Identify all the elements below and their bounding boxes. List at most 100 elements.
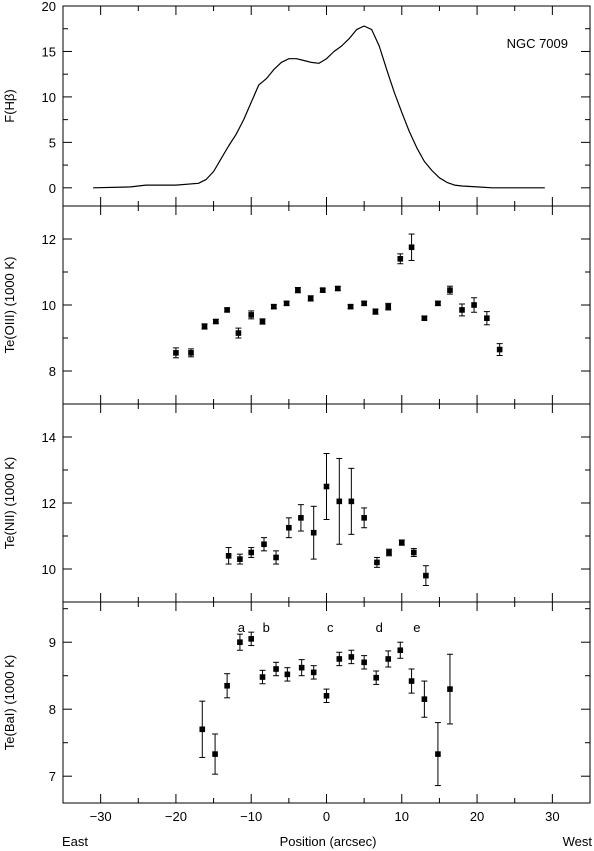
y-axis-label: F(Hβ) <box>2 89 17 122</box>
data-point <box>294 287 301 294</box>
y-tick-label: 8 <box>49 702 56 717</box>
data-point <box>397 253 404 265</box>
data-marker <box>284 671 291 678</box>
figure-label: NGC 7009 <box>507 36 568 51</box>
x-tick-label: 20 <box>470 809 484 824</box>
y-tick-label: 20 <box>42 0 56 14</box>
data-marker <box>224 682 230 689</box>
y-tick-label: 5 <box>49 135 56 150</box>
data-marker <box>235 330 242 336</box>
data-point <box>372 308 379 315</box>
data-marker <box>408 678 415 684</box>
data-marker <box>397 256 404 262</box>
data-point <box>236 553 243 565</box>
data-marker <box>336 656 343 662</box>
data-marker <box>447 287 453 293</box>
y-tick-label: 9 <box>49 635 56 650</box>
data-point <box>348 649 355 665</box>
data-marker <box>310 529 317 536</box>
data-marker <box>435 300 441 307</box>
flux-curve <box>93 25 545 189</box>
data-point <box>248 310 255 320</box>
data-point <box>248 547 255 558</box>
data-point <box>336 457 343 545</box>
data-marker <box>397 647 404 654</box>
data-point <box>298 659 305 677</box>
y-tick-label: 10 <box>42 90 56 105</box>
x-axis-label: Position (arcsec) <box>280 834 377 849</box>
data-point <box>236 633 243 651</box>
data-point <box>446 653 453 725</box>
data-marker <box>237 556 243 562</box>
data-point <box>259 669 266 685</box>
data-marker <box>374 559 380 566</box>
data-marker <box>259 674 266 680</box>
panel-frame <box>62 205 591 405</box>
annotation-d: d <box>376 620 383 635</box>
data-marker <box>295 287 301 293</box>
data-marker <box>334 285 341 292</box>
data-point <box>373 670 380 685</box>
data-point <box>172 347 179 359</box>
data-marker <box>373 674 379 681</box>
data-point <box>248 631 255 647</box>
x-tick-label: 10 <box>395 809 409 824</box>
data-point <box>421 680 428 718</box>
data-marker <box>323 693 330 699</box>
data-marker <box>459 307 465 313</box>
data-point <box>212 318 219 325</box>
data-marker <box>484 315 490 321</box>
data-marker <box>336 498 343 505</box>
annotation-c: c <box>327 620 334 635</box>
data-point <box>408 233 415 261</box>
panel-4: 7 8 9 Te(BaI) (1000 K) a b c d e <box>2 601 591 804</box>
data-marker <box>347 303 354 310</box>
shared-x-axis: −30 −20 −10 0 10 20 30 <box>90 809 560 824</box>
data-point <box>385 548 392 557</box>
data-point <box>199 700 206 758</box>
data-point <box>446 285 453 295</box>
data-point <box>408 668 415 694</box>
data-point <box>310 665 317 680</box>
data-marker <box>213 318 219 325</box>
data-marker <box>421 696 428 702</box>
data-marker <box>225 553 232 559</box>
y-tick-label: 12 <box>42 232 56 247</box>
data-marker <box>298 664 305 671</box>
data-point <box>459 303 466 317</box>
data-marker <box>361 659 367 666</box>
y-tick-label: 12 <box>42 496 56 511</box>
data-marker <box>248 312 255 318</box>
x-axis-left-label: East <box>62 834 88 849</box>
data-marker <box>385 656 392 662</box>
data-marker <box>273 554 279 561</box>
y-axis-label: Te(BaI) (1000 K) <box>2 655 17 750</box>
data-marker <box>298 515 304 521</box>
x-tick-label: 0 <box>323 809 330 824</box>
x-tick-label: −30 <box>90 809 112 824</box>
y-tick-label: 0 <box>49 181 56 196</box>
data-marker <box>408 244 415 251</box>
data-point <box>201 323 208 330</box>
data-marker <box>348 498 355 505</box>
data-marker <box>310 669 317 676</box>
data-point <box>397 641 404 659</box>
data-point <box>284 667 291 682</box>
y-tick-label: 10 <box>42 298 56 313</box>
data-point <box>347 303 354 310</box>
data-marker <box>471 302 477 308</box>
y-tick-label: 15 <box>42 44 56 59</box>
data-marker <box>259 318 266 325</box>
panel-3: 10 12 14 Te(NII) (1000 K) <box>2 403 591 603</box>
data-marker <box>323 483 330 490</box>
data-point <box>297 504 304 532</box>
data-point <box>323 688 330 703</box>
data-point <box>273 550 280 565</box>
y-tick-label: 7 <box>49 769 56 784</box>
data-point <box>261 537 268 552</box>
data-point <box>385 650 392 668</box>
data-marker <box>372 308 379 315</box>
data-point <box>410 548 417 557</box>
data-point <box>434 722 441 787</box>
data-marker <box>423 572 429 579</box>
